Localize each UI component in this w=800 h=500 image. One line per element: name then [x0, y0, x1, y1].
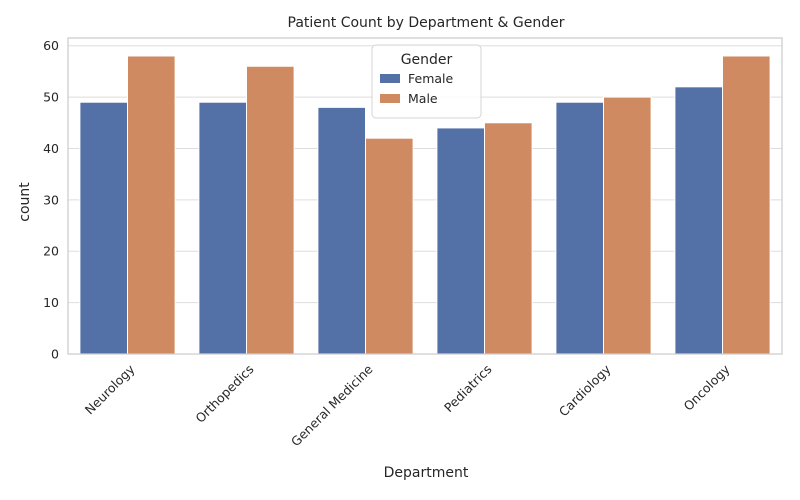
y-tick-label: 30	[43, 192, 59, 207]
bar-male-general-medicine	[365, 137, 414, 355]
y-axis-label: count	[17, 182, 33, 222]
bar-male-oncology	[722, 55, 771, 355]
bar-female-pediatrics	[436, 127, 485, 355]
y-tick-labels: 0 10 20 30 40 50 60	[43, 38, 59, 361]
y-tick-label: 40	[43, 141, 59, 156]
y-tick-label: 0	[51, 347, 59, 362]
bar-male-orthopedics	[246, 65, 295, 355]
x-axis-label: Department	[384, 465, 469, 481]
y-tick-label: 50	[43, 90, 59, 105]
legend-label-female: Female	[408, 71, 454, 86]
bar-female-general-medicine	[317, 106, 366, 355]
bar-female-orthopedics	[198, 101, 247, 355]
legend-swatch-female	[380, 74, 400, 83]
bar-female-cardiology	[555, 101, 605, 355]
legend-label-male: Male	[408, 91, 438, 106]
bar-male-neurology	[127, 55, 176, 355]
chart-title: Patient Count by Department & Gender	[288, 15, 565, 31]
bar-female-oncology	[674, 86, 724, 355]
legend-swatch-male	[380, 94, 400, 103]
y-tick-label: 10	[43, 295, 59, 310]
plot-frame	[67, 37, 783, 355]
y-tick-label: 60	[43, 38, 59, 53]
bar-male-cardiology	[603, 96, 652, 355]
legend: Gender Female Male	[371, 44, 482, 119]
legend-title: Gender	[401, 52, 453, 68]
bar-female-neurology	[79, 101, 128, 355]
bar-male-pediatrics	[484, 122, 533, 355]
y-tick-label: 20	[43, 244, 59, 259]
